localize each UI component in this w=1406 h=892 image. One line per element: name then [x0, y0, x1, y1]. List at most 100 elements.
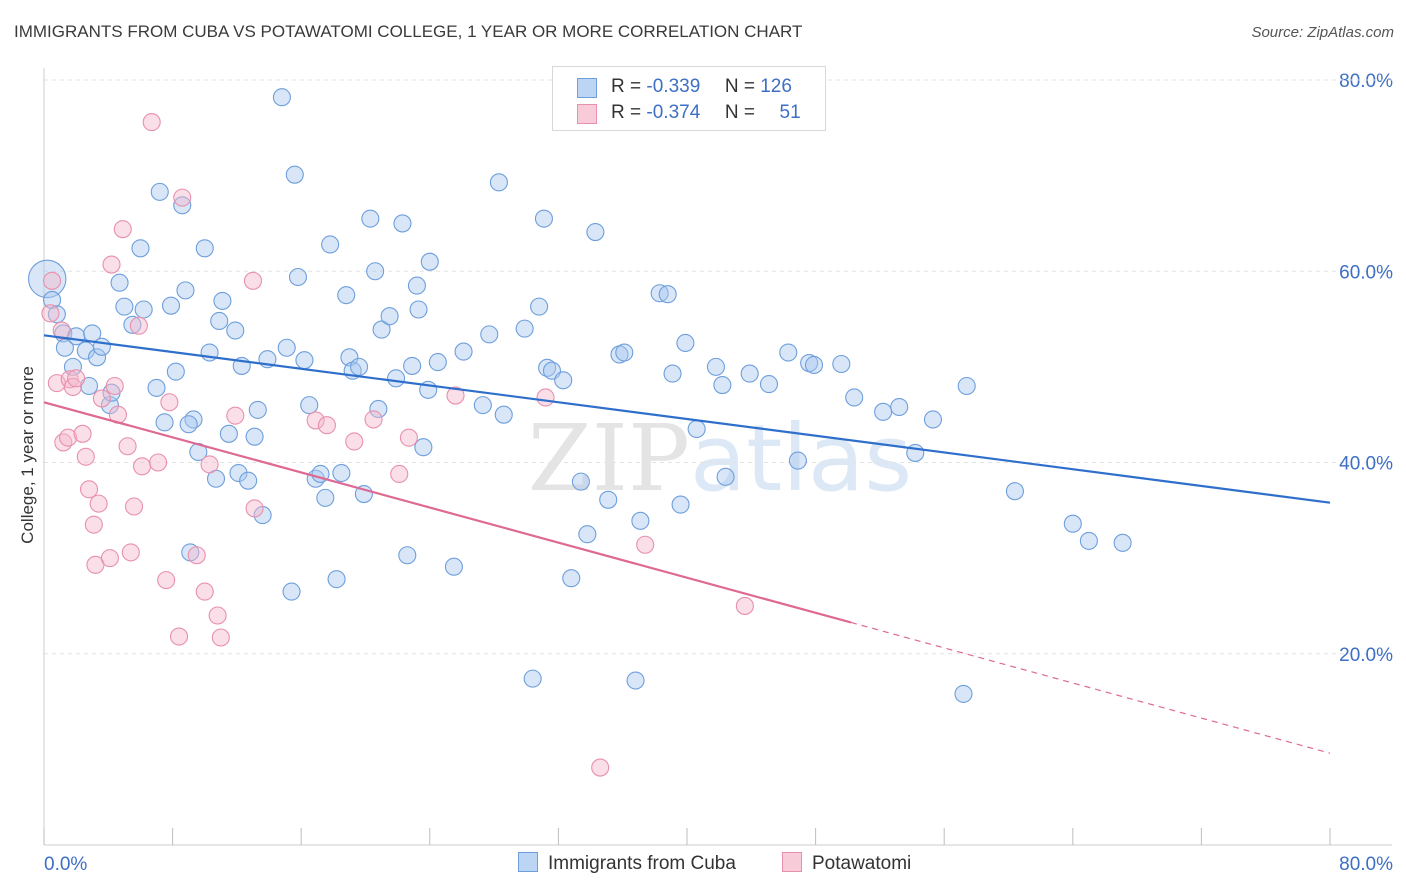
- potawatomi-point: [345, 432, 364, 451]
- potawatomi-point: [67, 369, 86, 388]
- cuba-point: [1079, 531, 1098, 550]
- potawatomi-point: [390, 464, 409, 484]
- cuba-point: [42, 290, 62, 309]
- potawatomi-point: [243, 271, 263, 290]
- cuba-point: [210, 311, 229, 331]
- cuba-point: [321, 235, 340, 254]
- cuba-point: [285, 165, 304, 184]
- n-label: N =: [724, 76, 755, 97]
- cuba-point: [671, 495, 690, 514]
- cuba-point: [173, 196, 192, 215]
- cuba-point: [219, 424, 238, 443]
- cuba-point: [288, 267, 308, 287]
- cuba-point: [571, 472, 590, 491]
- cuba-point: [380, 307, 399, 326]
- bottom-legend-cuba: Immigrants from Cuba: [518, 852, 736, 875]
- potawatomi-point: [636, 535, 655, 554]
- potawatomi-point: [79, 480, 99, 499]
- cuba-point: [1063, 514, 1082, 533]
- cuba-point: [398, 546, 417, 565]
- potawatomi-point: [105, 376, 124, 396]
- cuba-point: [179, 415, 198, 434]
- legend-stats-potawatomi: R = -0.374 N = 51: [611, 102, 801, 124]
- potawatomi-point: [591, 758, 610, 777]
- correlation-legend: R = -0.339 N = 126 R = -0.374 N = 51: [552, 66, 826, 131]
- cuba-point: [239, 471, 258, 490]
- cuba-point: [327, 570, 346, 589]
- cuba-trend-line: [43, 334, 1331, 504]
- cuba-point: [87, 348, 107, 367]
- n-label: N =: [724, 102, 755, 123]
- cuba-point: [706, 357, 725, 376]
- potawatomi-point: [59, 428, 78, 447]
- bottom-legend-swatch-potawatomi: [782, 852, 802, 872]
- cuba-point: [599, 490, 618, 509]
- cuba-point: [515, 319, 534, 338]
- potawatomi-point: [173, 188, 192, 207]
- potawatomi-point: [42, 271, 62, 290]
- potawatomi-point: [41, 304, 60, 323]
- potawatomi-point: [306, 411, 325, 430]
- cuba-point: [473, 396, 492, 415]
- cuba-point: [115, 297, 134, 316]
- x-tick-label: 0.0%: [44, 854, 87, 875]
- bottom-legend-label-potawatomi: Potawatomi: [812, 853, 912, 874]
- potawatomi-point: [121, 543, 140, 562]
- cuba-point: [176, 281, 195, 300]
- cuba-point: [523, 669, 542, 688]
- cuba-point: [147, 378, 166, 397]
- n-value: 126: [760, 76, 792, 97]
- cuba-point: [332, 463, 351, 483]
- potawatomi-point: [113, 220, 132, 239]
- bottom-legend-label-cuba: Immigrants from Cuba: [548, 853, 736, 874]
- cuba-point: [779, 343, 798, 362]
- cuba-point: [615, 343, 634, 362]
- cuba-point: [131, 239, 150, 258]
- potawatomi-point: [536, 388, 555, 407]
- legend-swatch-potawatomi: [577, 104, 597, 124]
- cuba-point: [554, 371, 573, 390]
- cuba-point: [494, 405, 513, 424]
- cuba-point: [480, 325, 499, 344]
- cuba-point: [272, 88, 291, 107]
- cuba-point: [788, 451, 807, 470]
- cuba-point: [155, 413, 174, 432]
- potawatomi-point: [157, 571, 176, 590]
- cuba-point: [845, 388, 864, 407]
- r-value: -0.374: [646, 102, 701, 123]
- potawatomi-point: [200, 455, 219, 474]
- x-tick-label: 80.0%: [1339, 854, 1393, 875]
- cuba-point: [166, 362, 185, 381]
- cuba-point: [631, 511, 650, 530]
- cuba-point: [407, 276, 426, 295]
- potawatomi-point: [76, 447, 95, 466]
- cuba-point: [92, 337, 111, 356]
- potawatomi-point: [100, 549, 119, 568]
- y-tick-label: 40.0%: [1339, 454, 1393, 475]
- cuba-point: [316, 488, 335, 507]
- watermark-zip: ZIP: [528, 405, 690, 512]
- cuba-point: [213, 291, 232, 310]
- source-label: Source: ZipAtlas.com: [1251, 24, 1394, 41]
- watermark: ZIPatlas: [528, 405, 913, 512]
- r-label: R =: [611, 76, 642, 97]
- potawatomi-point: [245, 499, 264, 518]
- cuba-point: [658, 285, 677, 304]
- potawatomi-point: [735, 596, 754, 615]
- potawatomi-point: [160, 393, 179, 412]
- cuba-point: [340, 348, 359, 367]
- cuba-point: [300, 396, 319, 415]
- cuba-point: [366, 262, 385, 281]
- cuba-point: [403, 356, 422, 375]
- potawatomi-point: [446, 386, 465, 405]
- cuba-point: [150, 182, 169, 201]
- cuba-point: [923, 410, 942, 429]
- potawatomi-point: [73, 424, 92, 443]
- cuba-point: [248, 400, 267, 419]
- potawatomi-point: [102, 255, 121, 274]
- cuba-point: [47, 305, 66, 324]
- cuba-point: [409, 300, 428, 319]
- y-tick-label: 60.0%: [1339, 262, 1393, 283]
- potawatomi-point: [364, 410, 383, 429]
